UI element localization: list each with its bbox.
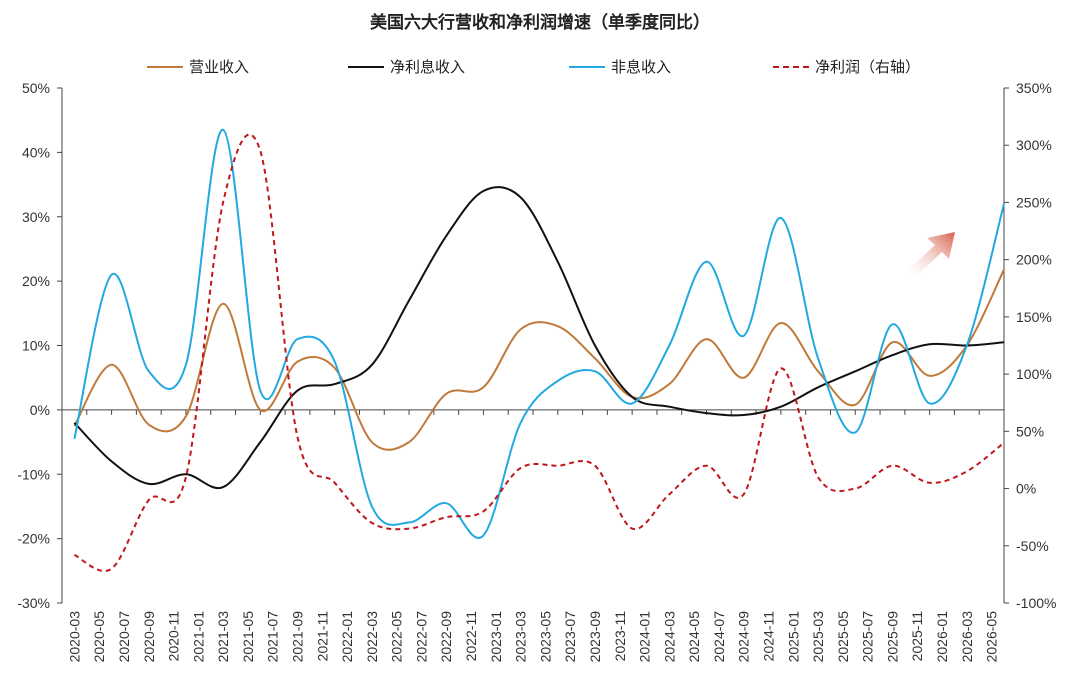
x-tick-label: 2024-01 [637,611,653,663]
legend-swatch-nonint [569,65,605,68]
x-tick-label: 2026-01 [934,611,950,663]
x-tick-label: 2020-05 [91,611,107,663]
x-tick-label: 2021-01 [190,611,206,663]
right-tick-label: 300% [1016,137,1052,153]
legend-label-netprofit: 净利润（右轴） [815,58,921,76]
right-tick-label: 350% [1016,80,1052,96]
x-tick-label: 2022-01 [339,611,355,663]
x-tick-label: 2023-07 [562,611,578,663]
x-tick-label: 2024-09 [736,611,752,663]
left-tick-label: -10% [17,466,50,482]
right-tick-label: 150% [1016,309,1052,325]
left-tick-label: 40% [22,144,50,160]
x-tick-label: 2023-05 [537,611,553,663]
x-tick-label: 2025-03 [810,611,826,663]
x-tick-label: 2022-03 [364,611,380,663]
x-tick-label: 2026-05 [984,611,1000,663]
x-tick-label: 2020-09 [141,611,157,663]
right-tick-label: -100% [1016,595,1056,611]
x-tick-label: 2022-07 [413,611,429,663]
x-tick-label: 2020-11 [166,611,182,662]
legend-item-nii: 净利息收入 [348,56,465,77]
left-tick-label: -20% [17,531,50,547]
x-tick-label: 2025-07 [860,611,876,663]
x-tick-label: 2024-07 [711,611,727,663]
legend-swatch-netprofit [773,65,809,68]
x-tick-label: 2022-11 [463,611,479,662]
x-tick-label: 2020-03 [66,611,82,663]
x-tick-label: 2022-05 [389,611,405,663]
legend-item-nonint: 非息收入 [569,56,671,77]
x-tick-label: 2024-05 [686,611,702,663]
series-line-nii [73,186,1005,490]
x-tick-label: 2023-01 [488,611,504,663]
series-line-nonint [73,128,1005,539]
left-tick-label: 50% [22,80,50,96]
x-tick-label: 2022-09 [438,611,454,663]
legend-label-nonint: 非息收入 [611,58,672,76]
x-tick-label: 2023-09 [587,611,603,663]
left-tick-label: -30% [17,595,50,611]
x-tick-label: 2023-03 [513,611,529,663]
trend-arrow-icon [908,232,955,277]
x-tick-label: 2025-05 [835,611,851,663]
left-tick-label: 30% [22,209,50,225]
legend: 营业收入 净利息收入 非息收入 净利润（右轴） [0,56,1080,80]
right-tick-label: 0% [1016,481,1036,497]
legend-item-netprofit: 净利润（右轴） [773,56,920,77]
chart-title: 美国六大行营收和净利润增速（单季度同比） [370,13,710,33]
x-tick-label: 2021-11 [314,611,330,662]
x-tick-label: 2025-01 [785,611,801,663]
x-tick-label: 2024-03 [661,611,677,663]
x-tick-label: 2021-09 [290,611,306,663]
right-tick-label: 250% [1016,194,1052,210]
x-tick-label: 2021-03 [215,611,231,663]
x-tick-label: 2024-11 [761,611,777,662]
x-tick-label: 2021-05 [240,611,256,663]
right-tick-label: 50% [1016,423,1044,439]
x-tick-label: 2021-07 [265,611,281,663]
x-tick-label: 2023-11 [612,611,628,662]
series-line-netprofit [73,133,1005,572]
legend-label-nii: 净利息收入 [390,58,466,76]
legend-swatch-nii [348,65,384,68]
x-tick-label: 2025-11 [909,611,925,662]
legend-swatch-revenue [147,65,183,68]
left-tick-label: 0% [30,402,50,418]
series-line-revenue [73,269,1005,451]
legend-label-revenue: 营业收入 [189,58,250,76]
right-tick-label: 100% [1016,366,1052,382]
x-tick-label: 2026-03 [959,611,975,663]
left-tick-label: 10% [22,338,50,354]
left-tick-label: 20% [22,273,50,289]
right-tick-label: -50% [1016,538,1049,554]
right-tick-label: 200% [1016,252,1052,268]
legend-item-revenue: 营业收入 [147,56,249,77]
x-tick-label: 2025-09 [884,611,900,663]
x-tick-label: 2020-07 [116,611,132,663]
